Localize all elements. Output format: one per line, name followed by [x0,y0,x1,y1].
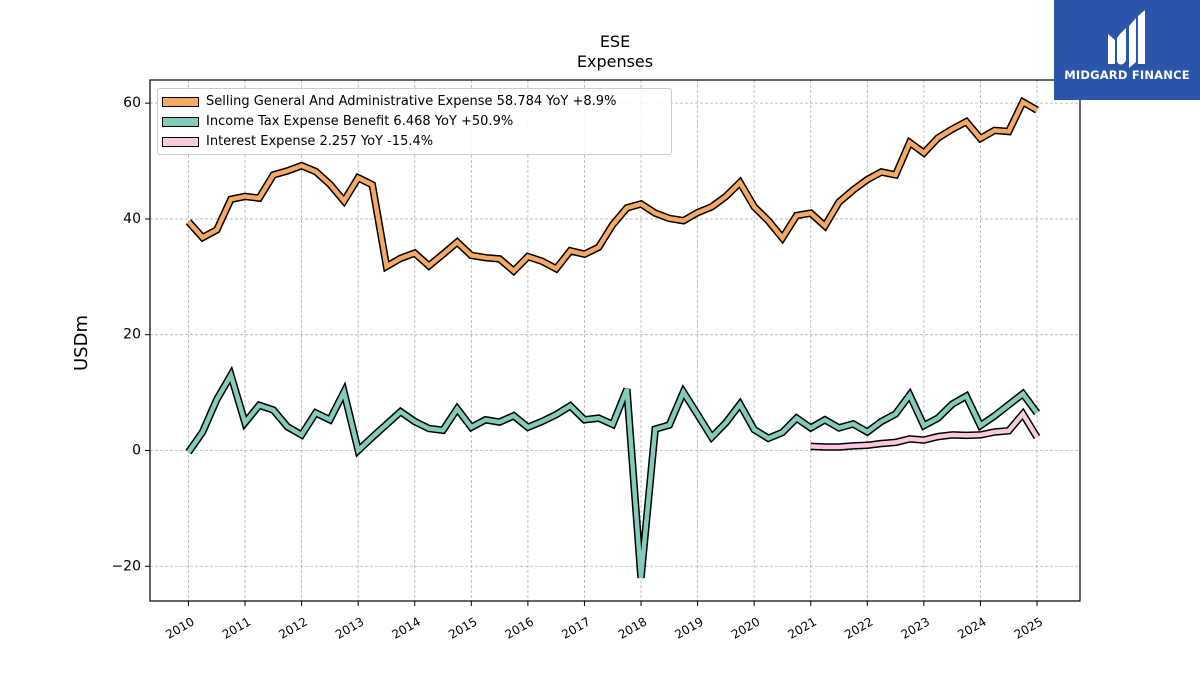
x-tick-label: 2013 [333,615,366,642]
legend-item-income-tax: Income Tax Expense Benefit 6.468 YoY +50… [162,113,513,130]
x-tick-label: 2024 [955,615,988,642]
y-axis-label: USDm [71,315,92,371]
series-line-2 [810,410,1039,450]
chart-subtitle: Expenses [576,52,654,71]
brand-logo: MIDGARD FINANCE [1054,0,1200,100]
logo-mark-icon [1108,10,1145,68]
logo-text: MIDGARD FINANCE [1064,68,1190,82]
x-tick-label: 2019 [672,615,705,642]
x-tick-label: 2022 [842,615,875,642]
plot-frame [149,79,1081,602]
x-tick-label: 2021 [786,615,819,642]
series-outline-1 [185,365,1041,579]
x-tick-label: 2012 [276,615,309,642]
series-lines [185,96,1041,579]
x-tick-label: 2016 [503,615,536,642]
legend-swatch-sga [162,96,199,107]
legend-swatch-interest [162,136,199,147]
legend-swatch-income-tax [162,116,199,127]
x-tick-label: 2018 [616,615,649,642]
x-tick-label: 2017 [559,615,592,642]
legend-item-sga: Selling General And Administrative Expen… [162,93,616,110]
y-tick-label: 20 [123,327,141,343]
y-tick-label: 60 [123,95,141,111]
x-tick-label: 2023 [899,615,932,642]
x-tick-label: 2011 [220,615,253,642]
chart-title-main: ESE [599,32,631,51]
series-line-0 [186,98,1039,275]
legend-label-interest: Interest Expense 2.257 YoY -15.4% [206,134,434,149]
y-tick-label: 40 [123,211,141,227]
axes: 2010 2011 2012 2013 2014 2015 2016 2017 2018 2019… [111,95,1045,642]
legend-label-income-tax: Income Tax Expense Benefit 6.468 YoY +50… [206,114,514,129]
y-tick-label: −20 [111,558,141,574]
legend-item-interest: Interest Expense 2.257 YoY -15.4% [162,133,433,150]
x-tick-label: 2010 [163,615,196,642]
legend-label-sga: Selling General And Administrative Expen… [206,94,617,109]
legend: Selling General And Administrative Expen… [157,88,672,155]
grid [150,80,1080,601]
x-tick-label: 2014 [390,615,423,642]
x-tick-label: 2020 [729,615,762,642]
y-tick-label: 0 [132,442,141,458]
chart-title: ESE Expenses [0,32,1200,72]
x-tick-label: 2015 [446,615,479,642]
x-tick-label: 2025 [1012,615,1045,642]
series-line-1 [186,369,1039,579]
